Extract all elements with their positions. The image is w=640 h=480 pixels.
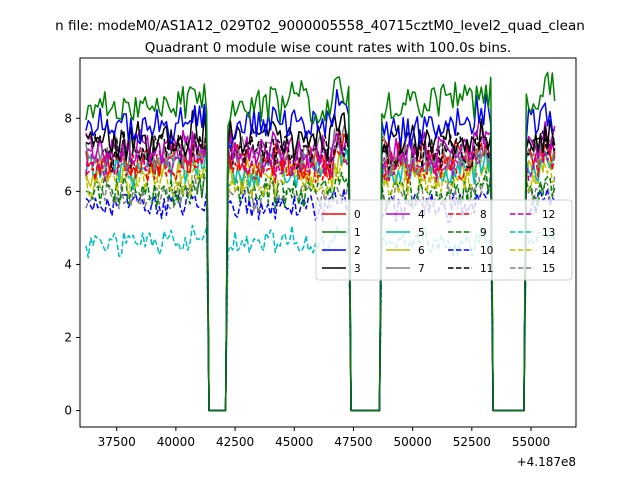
series-line-15 — [85, 171, 556, 412]
legend-label-11: 11 — [480, 263, 493, 275]
y-tick-label: 4 — [64, 257, 72, 271]
y-axis: 0 2 4 6 8 — [64, 111, 80, 418]
x-tick-label: 45000 — [275, 435, 313, 449]
y-tick-label: 0 — [64, 404, 72, 418]
x-axis: 37500 40000 42500 45000 47500 50000 52500 55000 — [98, 427, 550, 449]
legend-label-10: 10 — [480, 245, 493, 257]
series-line-8 — [85, 140, 556, 412]
legend-label-0: 0 — [354, 209, 361, 221]
legend-label-3: 3 — [354, 263, 361, 275]
series-layer — [85, 71, 556, 412]
legend-label-4: 4 — [418, 209, 425, 221]
x-offset-label: +4.187e8 — [517, 455, 576, 469]
legend-label-9: 9 — [480, 227, 487, 239]
legend-label-5: 5 — [418, 227, 425, 239]
y-tick-label: 2 — [64, 330, 72, 344]
x-tick-label: 50000 — [394, 435, 432, 449]
series-line-9 — [85, 167, 556, 412]
x-tick-label: 40000 — [157, 435, 195, 449]
series-line-4 — [85, 120, 556, 412]
x-tick-label: 55000 — [512, 435, 550, 449]
legend-label-12: 12 — [542, 209, 555, 221]
x-tick-label: 47500 — [334, 435, 372, 449]
x-tick-label: 42500 — [216, 435, 254, 449]
figure-suptitle: n file: modeM0/AS1A12_029T02_9000005558_… — [55, 18, 585, 34]
legend-label-8: 8 — [480, 209, 487, 221]
series-line-3 — [85, 110, 556, 412]
legend-label-7: 7 — [418, 263, 425, 275]
series-line-6 — [85, 149, 556, 412]
legend-label-6: 6 — [418, 245, 425, 257]
legend-label-14: 14 — [542, 245, 556, 257]
legend-label-15: 15 — [542, 263, 555, 275]
x-tick-label: 52500 — [453, 435, 491, 449]
y-tick-label: 6 — [64, 184, 72, 198]
chart-title: Quadrant 0 module wise count rates with … — [145, 40, 511, 56]
legend-label-13: 13 — [542, 227, 555, 239]
plot-frame — [79, 57, 577, 428]
x-tick-label: 37500 — [98, 435, 136, 449]
series-line-1 — [85, 71, 556, 412]
legend-label-1: 1 — [354, 227, 361, 239]
y-tick-label: 8 — [64, 111, 72, 125]
legend-box — [315, 199, 573, 281]
legend-label-2: 2 — [354, 245, 361, 257]
